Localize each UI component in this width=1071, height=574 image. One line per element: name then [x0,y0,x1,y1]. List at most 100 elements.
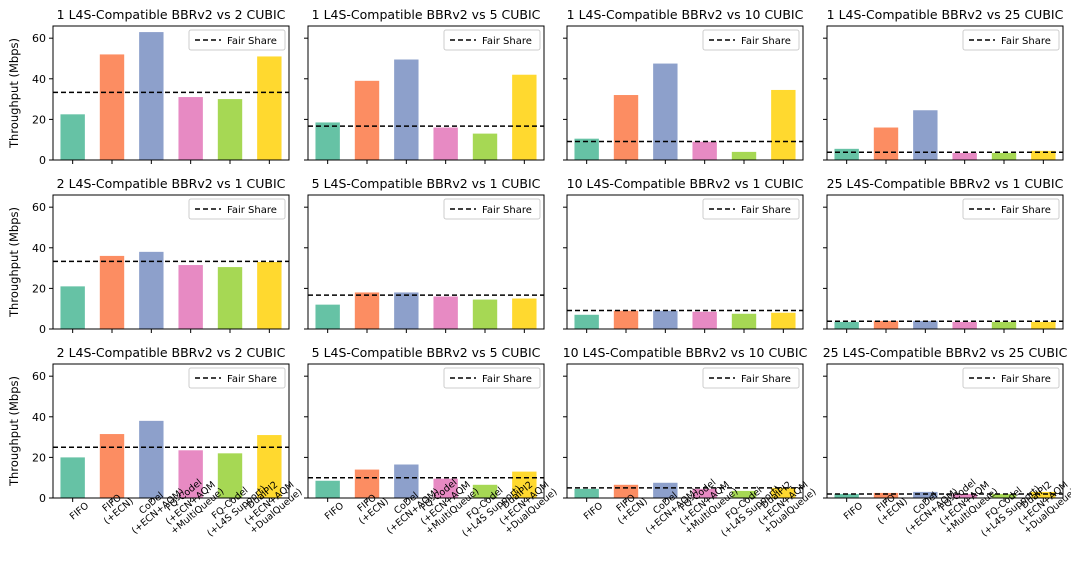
panel-5: 2 L4S-Compatible BBRv2 vs 1 CUBIC 0 20 40 60… [7,176,290,336]
bar [991,493,1017,498]
bar [139,251,164,329]
panel-title: 5 L4S-Compatible BBRv2 vs 1 CUBIC [312,176,541,191]
legend-box [962,198,1060,220]
panel-2: 1 L4S-Compatible BBRv2 vs 5 CUBIC Fair Sh… [304,7,545,164]
x-tick-label: DualPI2(+ECN+AQM+DualQueue) [748,470,818,536]
bar [257,262,282,329]
bar [731,313,757,329]
axes-frame [307,194,545,330]
panel-title: 1 L4S-Compatible BBRv2 vs 25 CUBIC [827,7,1064,22]
bar [217,267,243,329]
bar [217,453,243,498]
bar [1031,491,1056,498]
legend-box [188,367,286,389]
y-tick-label: 20 [32,451,46,464]
legend-label: Fair Share [227,205,277,216]
panel-title: 1 L4S-Compatible BBRv2 vs 2 CUBIC [57,7,286,22]
bar [217,99,243,160]
legend-label: Fair Share [1001,374,1051,385]
panel-title: 25 L4S-Compatible BBRv2 vs 1 CUBIC [827,176,1064,191]
bar [354,80,380,160]
panel-7: 10 L4S-Compatible BBRv2 vs 1 CUBIC Fair S… [563,176,804,333]
panel-8: 25 L4S-Compatible BBRv2 vs 1 CUBIC Fair S… [823,176,1064,333]
panel-9: 2 L4S-Compatible BBRv2 vs 2 CUBIC 0 20 40 60… [7,345,305,539]
legend-label: Fair Share [1001,36,1051,47]
bar [574,314,599,329]
bar [653,310,678,329]
legend-label: Fair Share [227,36,277,47]
y-tick-label: 60 [32,201,46,214]
legend-box [443,198,541,220]
bar [834,321,859,329]
bar [512,471,537,498]
legend-label: Fair Share [482,36,532,47]
bar [913,320,938,329]
axes-frame [826,363,1064,499]
bar [952,321,977,329]
bar [1031,150,1056,160]
bar [139,420,164,498]
legend-label: Fair Share [482,205,532,216]
bar [692,488,717,498]
y-tick-label: 60 [32,32,46,45]
y-axis-label: Throughput (Mbps) [7,376,21,487]
panel-1: 1 L4S-Compatible BBRv2 vs 2 CUBIC 0 20 40 60… [7,7,290,167]
bar [771,312,796,329]
x-tick-label: FIFO [323,500,346,522]
bar [952,152,977,160]
bar [653,63,678,161]
bar [433,127,458,160]
axes-frame [566,194,804,330]
legend-box [702,367,800,389]
bar [394,292,419,329]
axes-frame [52,194,290,330]
bar [613,95,639,160]
panel-title: 10 L4S-Compatible BBRv2 vs 10 CUBIC [563,345,808,360]
panel-11: 10 L4S-Compatible BBRv2 vs 10 CUBIC Fair … [563,345,819,539]
bar [472,133,498,160]
legend-box [188,198,286,220]
bar [60,457,85,498]
bar [574,138,599,160]
bar [692,141,717,160]
bar [433,296,458,329]
panel-6: 5 L4S-Compatible BBRv2 vs 1 CUBIC Fair Sh… [304,176,545,333]
y-tick-label: 40 [32,411,46,424]
bar [653,482,678,498]
y-tick-label: 0 [39,323,46,336]
bar [315,304,340,329]
y-axis-label: Throughput (Mbps) [7,207,21,318]
bar [512,298,537,329]
legend-label: Fair Share [1001,205,1051,216]
legend-label: Fair Share [482,374,532,385]
legend-box [962,29,1060,51]
bar [834,148,859,160]
bar [257,56,282,161]
bar [472,299,498,329]
bar [60,114,85,160]
y-tick-label: 0 [39,492,46,505]
y-tick-label: 20 [32,282,46,295]
bar [873,320,899,329]
axes-frame [566,25,804,161]
axes-frame [566,363,804,499]
y-tick-label: 40 [32,242,46,255]
bar [913,491,938,498]
bar [574,488,599,498]
y-tick-label: 20 [32,113,46,126]
y-tick-label: 60 [32,370,46,383]
bar [613,310,639,329]
legend-label: Fair Share [227,374,277,385]
bar [178,265,203,329]
legend-box [962,367,1060,389]
bar [1031,321,1056,329]
bar [315,480,340,498]
y-tick-label: 40 [32,73,46,86]
bar [60,286,85,329]
legend-box [443,367,541,389]
bar [99,434,125,498]
bar [692,311,717,329]
bar [991,321,1017,329]
legend-box [702,198,800,220]
